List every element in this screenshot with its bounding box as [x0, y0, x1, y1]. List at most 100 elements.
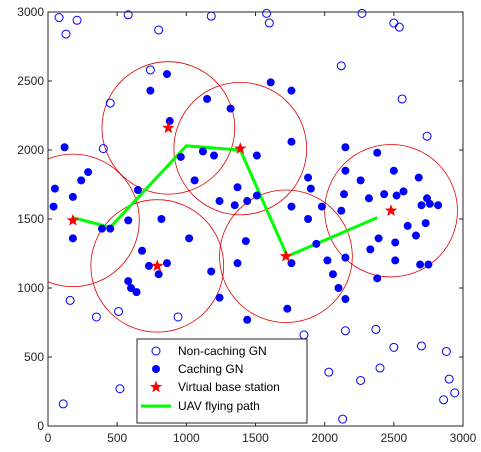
caching-gn-point	[233, 259, 242, 268]
caching-gn-point	[391, 238, 400, 247]
noncaching-gn-point	[371, 324, 381, 334]
caching-gn-point	[154, 270, 163, 279]
caching-gn-point	[162, 259, 171, 268]
y-tick-label: 0	[37, 419, 44, 433]
caching-gn-point	[323, 256, 332, 265]
caching-gn-point	[252, 191, 261, 200]
legend-noncaching-label: Non-caching GN	[178, 344, 267, 358]
ground-node-markers	[49, 8, 460, 424]
caching-gn-point	[210, 151, 218, 160]
x-tick-label: 0	[45, 431, 52, 445]
y-tick-label: 500	[24, 350, 44, 364]
noncaching-gn-point	[357, 8, 367, 18]
caching-gn-point	[243, 315, 252, 324]
noncaching-gn-point	[114, 306, 124, 316]
noncaching-gn-point	[61, 29, 71, 39]
caching-gn-point	[207, 267, 216, 276]
noncaching-gn-point	[394, 22, 404, 32]
coverage-circle-5	[324, 144, 458, 278]
noncaching-gn-point	[441, 346, 451, 356]
caching-gn-point	[84, 168, 93, 177]
x-tick-label: 3000	[450, 431, 477, 445]
caching-gn-point	[127, 284, 135, 292]
caching-gn-point	[283, 304, 292, 313]
noncaching-gn-point	[72, 15, 82, 25]
noncaching-gn-point	[105, 98, 115, 108]
legend: Non-caching GN Caching GN Virtual base s…	[136, 338, 308, 424]
caching-gn-point	[312, 239, 321, 248]
caching-gn-point	[380, 190, 389, 199]
caching-gn-point	[287, 137, 296, 146]
caching-gn-point	[266, 78, 275, 87]
caching-gn-point	[252, 151, 261, 160]
caching-gn-point	[132, 288, 141, 297]
caching-gn-point	[176, 152, 185, 161]
legend-path-label: UAV flying path	[178, 399, 260, 413]
caching-gn-point	[133, 186, 142, 195]
caching-gn-point	[356, 176, 365, 185]
noncaching-gn-point	[375, 363, 385, 373]
noncaching-gn-point	[115, 384, 125, 394]
noncaching-gn-point	[340, 326, 350, 336]
coverage-circle-0	[101, 61, 236, 195]
caching-gn-point	[124, 216, 133, 225]
coverage-circles	[48, 61, 458, 333]
caching-gn-point	[317, 202, 326, 211]
caching-gn-point	[226, 104, 235, 113]
caching-gn-point	[414, 173, 423, 182]
caching-gn-point	[399, 187, 408, 196]
caching-gn-point	[306, 184, 315, 193]
noncaching-gn-point	[444, 374, 454, 384]
caching-gn-point	[241, 237, 250, 246]
x-tick-label: 2500	[380, 431, 407, 445]
caching-gn-point	[434, 201, 443, 210]
coverage-circle-2	[48, 153, 140, 288]
x-tick-label: 1500	[242, 431, 269, 445]
caching-gn-point	[230, 201, 239, 210]
x-tick-label: 1000	[173, 431, 200, 445]
caching-gn-point	[243, 197, 252, 206]
caching-gn-point	[421, 219, 430, 228]
caching-gn-point	[146, 86, 155, 95]
noncaching-gn-point	[422, 131, 432, 141]
y-tick-label: 3000	[17, 5, 44, 19]
caching-gn-point	[416, 260, 425, 269]
legend-caching-marker	[152, 365, 160, 373]
y-tick-label: 2500	[17, 74, 44, 88]
noncaching-gn-point	[417, 341, 426, 351]
caching-gn-point	[124, 277, 133, 286]
caching-gn-point	[391, 256, 400, 265]
coverage-circle-3	[90, 199, 225, 333]
noncaching-gn-point	[65, 295, 75, 305]
caching-gn-point	[337, 206, 346, 215]
noncaching-gn-point	[264, 18, 274, 28]
coverage-circle-4	[219, 189, 353, 323]
y-tick-label: 1000	[17, 281, 44, 295]
virtual-base-station-markers	[66, 121, 398, 272]
legend-vbs-marker	[149, 380, 163, 393]
noncaching-gn-point	[450, 388, 460, 398]
noncaching-gn-point	[154, 25, 164, 35]
caching-gn-point	[138, 246, 147, 255]
axis-ticks: 0 500 1000 1500 2000 2500 3000 0 500 1000 1500 2000…	[17, 5, 476, 445]
caching-gn-point	[341, 295, 350, 304]
caching-gn-point	[68, 234, 77, 243]
caching-gn-point	[341, 166, 350, 175]
noncaching-gn-point	[336, 61, 346, 71]
caching-gn-point	[233, 183, 242, 192]
noncaching-gn-point	[123, 10, 133, 20]
noncaching-gn-point	[145, 65, 155, 75]
x-tick-label: 500	[107, 431, 127, 445]
caching-gn-point	[215, 197, 224, 206]
virtual-base-station-star-2	[66, 213, 80, 226]
caching-gn-point	[215, 293, 224, 302]
noncaching-gn-point	[324, 367, 334, 377]
noncaching-gn-point	[439, 395, 449, 405]
legend-vbs-label: Virtual base station	[178, 380, 280, 394]
caching-gn-point	[198, 147, 207, 156]
caching-gn-point	[328, 270, 337, 279]
caching-gn-point	[340, 190, 349, 199]
noncaching-gn-point	[338, 414, 348, 424]
caching-gn-point	[60, 143, 69, 152]
caching-gn-point	[341, 253, 350, 262]
